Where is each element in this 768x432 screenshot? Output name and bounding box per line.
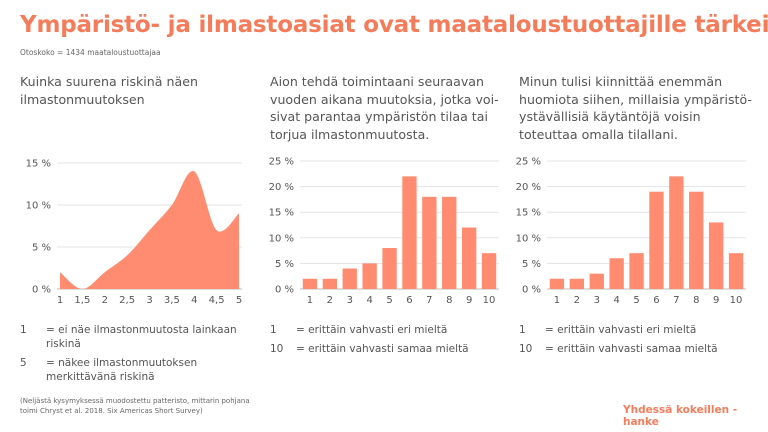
y-tick-label: 15 % — [26, 159, 51, 170]
x-tick-label: 8 — [693, 295, 699, 306]
legend-key: 1 — [20, 324, 27, 336]
x-tick-label: 4,5 — [209, 295, 225, 306]
x-tick-label: 2 — [574, 295, 580, 306]
bar — [689, 191, 704, 289]
x-tick-label: 5 — [633, 295, 639, 306]
bar — [362, 263, 377, 289]
x-tick-label: 2,5 — [119, 295, 135, 306]
legend-text: = erittäin vahvasti samaa mieltä — [296, 343, 469, 355]
chart-intent-bars: 0 % 5 % 10 % 15 % 20 % 25 % 1 2 3 4 5 6 7 8 9 10 — [269, 157, 499, 306]
bar — [422, 196, 437, 289]
x-tick-label: 3 — [146, 295, 152, 306]
bar — [549, 278, 565, 289]
question-1: Kuinka suurena riskinä näen ilmastonmuut… — [20, 74, 198, 107]
x-tick-label: 9 — [713, 295, 719, 306]
brand-label: Yhdessä kokeillen -hanke — [623, 404, 738, 428]
x-tick-label: 2 — [327, 295, 333, 306]
bar — [589, 273, 604, 289]
x-tick-label: 4 — [613, 295, 619, 306]
x-tick-label: 3 — [347, 295, 353, 306]
x-tick-label: 1 — [554, 295, 560, 306]
chart-risk-area: 0 % 5 % 10 % 15 % 1 1,5 2 2,5 3 3,5 4 4,5 5 — [26, 159, 243, 307]
x-tick-label: 2 — [102, 295, 108, 306]
y-tick-label: 10 % — [269, 233, 294, 244]
area-series — [60, 170, 239, 289]
bar — [461, 227, 477, 289]
bar — [569, 278, 585, 289]
x-tick-label: 1 — [57, 295, 63, 306]
legend-3: 1 = erittäin vahvasti eri mieltä 10 = erit… — [519, 323, 754, 361]
y-tick-label: 10 % — [26, 201, 51, 212]
x-tick-label: 3 — [594, 295, 600, 306]
bar — [322, 278, 338, 289]
bar — [669, 176, 684, 289]
page-title: Ympäristö- ja ilmastoasiat ovat maatalou… — [20, 12, 768, 38]
x-tick-label: 6 — [653, 295, 659, 306]
y-tick-label: 20 % — [516, 182, 541, 193]
y-tick-label: 10 % — [516, 233, 541, 244]
x-tick-label: 7 — [673, 295, 679, 306]
legend-key: 1 — [519, 324, 526, 336]
y-tick-label: 15 % — [269, 208, 294, 219]
bar — [442, 196, 457, 289]
bar — [728, 253, 744, 289]
x-tick-label: 10 — [483, 295, 496, 306]
y-tick-label: 0 % — [275, 285, 294, 296]
x-tick-label: 9 — [466, 295, 472, 306]
bar — [649, 191, 664, 289]
footnote: (Neljästä kysymyksessä muodostettu patte… — [20, 397, 250, 415]
legend-key: 10 — [270, 343, 284, 355]
x-tick-label: 4 — [366, 295, 372, 306]
bar — [481, 253, 497, 289]
bar — [382, 248, 397, 289]
y-tick-label: 5 % — [275, 259, 294, 270]
x-tick-label: 7 — [426, 295, 432, 306]
bar — [708, 222, 724, 289]
legend-text: = ei näe ilmastonmuutosta lainkaan riski… — [46, 324, 237, 350]
legend-text: = erittäin vahvasti eri mieltä — [545, 324, 697, 336]
y-tick-label: 0 % — [32, 285, 51, 296]
x-tick-label: 8 — [446, 295, 452, 306]
y-tick-label: 5 % — [522, 259, 541, 270]
x-tick-label: 6 — [406, 295, 412, 306]
bar — [402, 176, 417, 289]
legend-key: 1 — [270, 324, 277, 336]
x-tick-label: 5 — [386, 295, 392, 306]
legend-text: = näkee ilmastonmuutoksen merkittävänä r… — [46, 357, 198, 383]
legend-key: 5 — [20, 357, 27, 369]
bar — [609, 258, 624, 289]
question-2: Aion tehdä toimintaani seuraavan vuoden … — [270, 74, 499, 142]
y-tick-label: 20 % — [269, 182, 294, 193]
x-tick-label: 10 — [730, 295, 743, 306]
x-tick-label: 3,5 — [164, 295, 180, 306]
x-tick-label: 4 — [191, 295, 197, 306]
x-tick-label: 5 — [236, 295, 242, 306]
bar — [342, 268, 357, 289]
legend-key: 10 — [519, 343, 533, 355]
x-tick-label: 1,5 — [74, 295, 90, 306]
bar — [629, 253, 644, 289]
legend-1: 1 = ei näe ilmastonmuutosta lainkaan risk… — [20, 323, 250, 389]
legend-text: = erittäin vahvasti samaa mieltä — [545, 343, 718, 355]
y-tick-label: 25 % — [269, 157, 294, 168]
y-tick-label: 15 % — [516, 208, 541, 219]
y-tick-label: 0 % — [522, 285, 541, 296]
question-3: Minun tulisi kiinnittää enemmän huomiota… — [519, 74, 752, 142]
y-tick-label: 25 % — [516, 157, 541, 168]
sample-size: Otoskoko = 1434 maataloustuottajaa — [20, 48, 161, 57]
legend-text: = erittäin vahvasti eri mieltä — [296, 324, 448, 336]
bar — [302, 278, 318, 289]
legend-2: 1 = erittäin vahvasti eri mieltä 10 = erit… — [270, 323, 505, 361]
y-tick-label: 5 % — [32, 243, 51, 254]
chart-attention-bars: 0 % 5 % 10 % 15 % 20 % 25 % 1 2 3 4 5 6 7 8 9 10 — [516, 157, 746, 306]
x-tick-label: 1 — [307, 295, 313, 306]
